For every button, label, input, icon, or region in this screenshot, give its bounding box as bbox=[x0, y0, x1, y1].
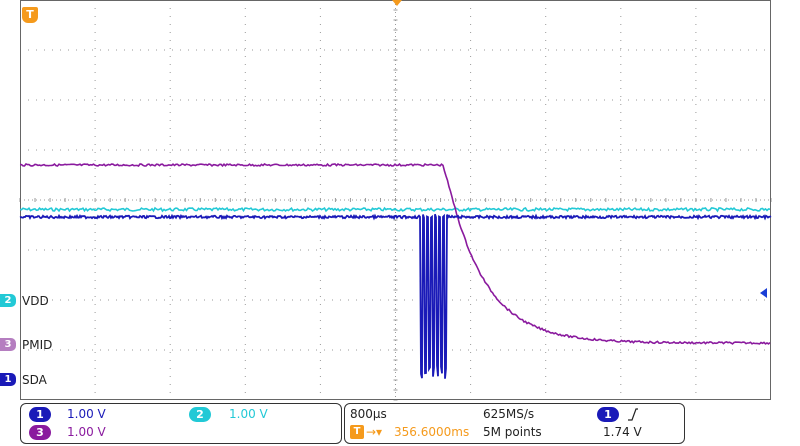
sda-trace bbox=[19, 213, 772, 379]
ch2-badge-icon[interactable]: 2 bbox=[189, 407, 211, 422]
vdd-trace bbox=[19, 206, 771, 213]
sample-rate: 625MS/s bbox=[483, 407, 535, 421]
ch3-scale: 1.00 V bbox=[67, 425, 106, 439]
waveforms bbox=[19, 162, 772, 379]
trigger-level-arrow-icon[interactable] bbox=[760, 288, 767, 298]
timebase-panel[interactable]: 800µs 625MS/s 1 T →▾ 356.6000ms 5M point… bbox=[344, 403, 685, 444]
ch2-label: VDD bbox=[22, 294, 49, 308]
trigger-flag-icon: T bbox=[22, 7, 38, 23]
channel-scale-panel[interactable]: 1 1.00 V 2 1.00 V 3 1.00 V bbox=[20, 403, 342, 444]
ch3-marker-icon[interactable]: 3 bbox=[0, 338, 16, 351]
ch1-marker-icon[interactable]: 1 bbox=[0, 373, 16, 386]
record-length: 5M points bbox=[483, 425, 542, 439]
graticule bbox=[19, 0, 772, 401]
ch1-scale: 1.00 V bbox=[67, 407, 106, 421]
trigger-position: 356.6000ms bbox=[394, 425, 470, 439]
trigger-level: 1.74 V bbox=[603, 425, 642, 439]
ch1-label: SDA bbox=[22, 373, 47, 387]
time-per-div: 800µs bbox=[350, 407, 387, 421]
trigger-position-icon[interactable] bbox=[392, 0, 402, 6]
ch3-badge-icon[interactable]: 3 bbox=[29, 425, 51, 440]
ch2-marker-icon[interactable]: 2 bbox=[0, 294, 16, 307]
ch3-label: PMID bbox=[22, 338, 53, 352]
trigger-marker-icon: T bbox=[350, 425, 364, 439]
pmid-trace bbox=[19, 162, 771, 345]
rising-edge-icon bbox=[628, 408, 638, 421]
trigger-source-badge-icon[interactable]: 1 bbox=[597, 407, 619, 422]
ch2-scale: 1.00 V bbox=[229, 407, 268, 421]
trigger-position-arrow-icon: →▾ bbox=[366, 425, 383, 439]
ch1-badge-icon[interactable]: 1 bbox=[29, 407, 51, 422]
